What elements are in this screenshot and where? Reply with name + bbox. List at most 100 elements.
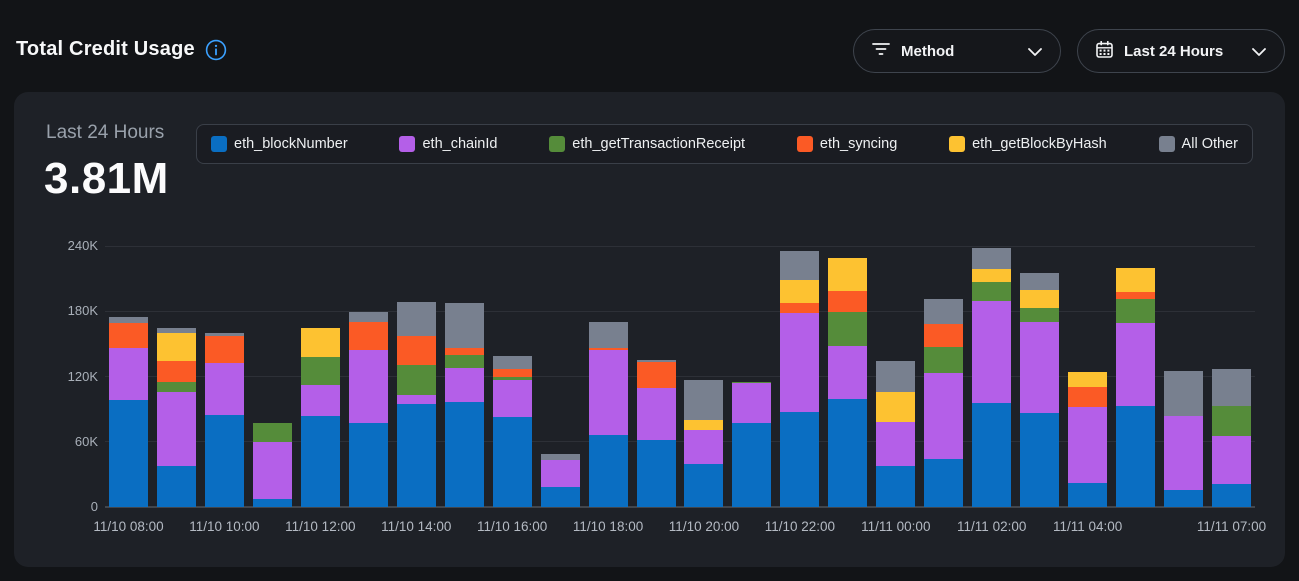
page-title: Total Credit Usage xyxy=(16,38,195,61)
bar-segment xyxy=(1020,413,1059,507)
bar-segment xyxy=(349,423,388,507)
bar-segment xyxy=(1020,322,1059,413)
bar-segment xyxy=(397,395,436,404)
stacked-bar[interactable] xyxy=(493,356,532,507)
bar-segment xyxy=(589,435,628,507)
bar-segment xyxy=(397,365,436,395)
bar-segment xyxy=(828,399,867,507)
bar-segment xyxy=(732,423,771,507)
legend-swatch xyxy=(549,136,565,152)
bar-segment xyxy=(780,280,819,303)
bar-segment xyxy=(541,460,580,487)
stacked-bar[interactable] xyxy=(780,251,819,507)
credit-usage-card: Last 24 Hours 3.81M eth_blockNumber eth_c… xyxy=(14,92,1285,567)
bar-segment xyxy=(1212,406,1251,436)
stacked-bar[interactable] xyxy=(1164,371,1203,507)
bar-segment xyxy=(876,466,915,507)
bar-segment xyxy=(924,324,963,347)
stacked-bar[interactable] xyxy=(445,303,484,507)
bar-segment xyxy=(1116,406,1155,507)
bar-segment xyxy=(732,383,771,423)
bar-segment xyxy=(445,355,484,368)
stacked-bar[interactable] xyxy=(253,423,292,507)
method-filter-button[interactable]: Method xyxy=(853,29,1061,73)
time-range-button[interactable]: Last 24 Hours xyxy=(1077,29,1285,73)
bar-segment xyxy=(1116,323,1155,406)
stacked-bar[interactable] xyxy=(732,382,771,507)
card-period-label: Last 24 Hours xyxy=(46,122,164,144)
legend-item[interactable]: All Other xyxy=(1159,136,1238,152)
method-filter-label: Method xyxy=(901,43,954,60)
card-total-value: 3.81M xyxy=(44,154,169,204)
bar-segment xyxy=(1164,416,1203,490)
stacked-bar[interactable] xyxy=(1068,372,1107,507)
bar-segment xyxy=(205,336,244,363)
bar-segment xyxy=(1164,490,1203,507)
stacked-bar[interactable] xyxy=(684,380,723,507)
stacked-bar[interactable] xyxy=(397,302,436,508)
plot-area xyxy=(105,246,1255,507)
bar-segment xyxy=(301,357,340,385)
stacked-bar[interactable] xyxy=(589,322,628,507)
stacked-bar[interactable] xyxy=(349,312,388,507)
bar-segment xyxy=(828,291,867,313)
bar-segment xyxy=(397,404,436,507)
x-tick-label: 11/11 00:00 xyxy=(861,519,930,534)
stacked-bar[interactable] xyxy=(301,328,340,507)
stacked-bar[interactable] xyxy=(205,333,244,507)
bar-segment xyxy=(972,282,1011,302)
bar-segment xyxy=(828,312,867,346)
x-tick-label: 11/10 18:00 xyxy=(573,519,643,534)
legend-label: eth_blockNumber xyxy=(234,136,348,152)
bar-segment xyxy=(445,368,484,402)
bar-segment xyxy=(157,392,196,466)
bar-segment xyxy=(493,356,532,369)
legend-item[interactable]: eth_chainId xyxy=(399,136,497,152)
stacked-bar[interactable] xyxy=(924,299,963,507)
legend-item[interactable]: eth_blockNumber xyxy=(211,136,348,152)
bar-segment xyxy=(1020,290,1059,308)
stacked-bar[interactable] xyxy=(972,248,1011,507)
bar-segment xyxy=(1068,407,1107,483)
chevron-down-icon xyxy=(1028,43,1042,60)
bar-segment xyxy=(780,251,819,279)
x-tick-label: 11/10 20:00 xyxy=(669,519,739,534)
bar-segment xyxy=(1068,483,1107,507)
legend-swatch xyxy=(1159,136,1175,152)
legend: eth_blockNumber eth_chainId eth_getTransac… xyxy=(196,124,1253,164)
stacked-bar[interactable] xyxy=(1020,273,1059,507)
stacked-bar[interactable] xyxy=(828,258,867,507)
stacked-bar[interactable] xyxy=(637,360,676,507)
bar-segment xyxy=(397,336,436,364)
calendar-icon xyxy=(1096,41,1113,62)
chevron-down-icon xyxy=(1252,43,1266,60)
bar-segment xyxy=(924,373,963,459)
stacked-bar[interactable] xyxy=(541,454,580,507)
bar-segment xyxy=(1068,372,1107,387)
bar-segment xyxy=(205,363,244,414)
bar-segment xyxy=(972,403,1011,507)
y-tick-label: 0 xyxy=(91,499,98,515)
stacked-bar[interactable] xyxy=(109,317,148,507)
bar-segment xyxy=(157,382,196,392)
bar-segment xyxy=(301,416,340,507)
bar-segment xyxy=(493,369,532,377)
bar-segment xyxy=(684,430,723,464)
legend-swatch xyxy=(399,136,415,152)
legend-item[interactable]: eth_getBlockByHash xyxy=(949,136,1107,152)
info-icon[interactable] xyxy=(205,39,227,61)
time-range-label: Last 24 Hours xyxy=(1124,43,1223,60)
stacked-bar[interactable] xyxy=(876,361,915,507)
page-header: Total Credit Usage xyxy=(16,38,227,61)
bar-segment xyxy=(972,248,1011,269)
stacked-bar[interactable] xyxy=(157,328,196,507)
legend-item[interactable]: eth_getTransactionReceipt xyxy=(549,136,745,152)
stacked-bar[interactable] xyxy=(1116,268,1155,507)
bar-segment xyxy=(301,385,340,415)
bar-segment xyxy=(157,466,196,507)
bar-segment xyxy=(493,417,532,507)
stacked-bar[interactable] xyxy=(1212,369,1251,507)
bar-segment xyxy=(1212,436,1251,484)
y-axis: 060K120K180K240K xyxy=(14,246,98,507)
legend-item[interactable]: eth_syncing xyxy=(797,136,897,152)
